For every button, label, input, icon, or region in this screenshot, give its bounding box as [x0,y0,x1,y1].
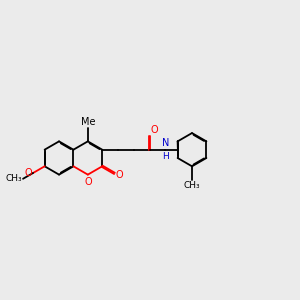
Text: CH₃: CH₃ [184,181,200,190]
Text: O: O [151,125,158,135]
Text: O: O [116,170,123,180]
Text: O: O [84,176,92,187]
Text: CH₃: CH₃ [5,174,22,183]
Text: N: N [162,138,169,148]
Text: Me: Me [81,117,95,127]
Text: O: O [24,168,32,178]
Text: H: H [162,152,169,161]
